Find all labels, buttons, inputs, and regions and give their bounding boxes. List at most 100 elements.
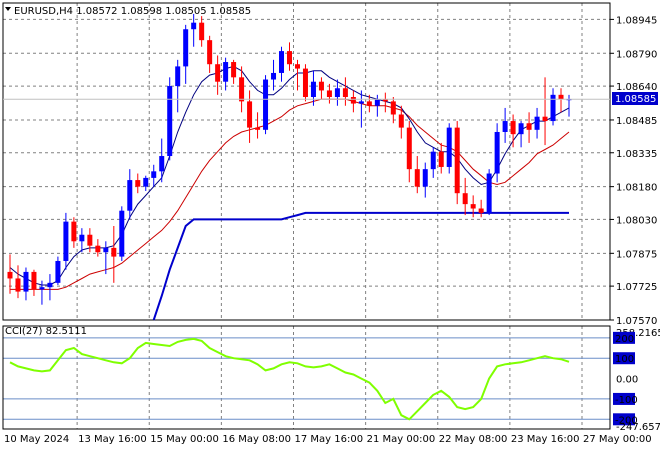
cci-level-badge [613, 352, 635, 365]
time-tick-label: 27 May 00:00 [583, 434, 652, 445]
candle-body [135, 180, 141, 187]
cci-level-badge [613, 392, 635, 405]
price-tick-label: 1.07875 [616, 249, 657, 260]
candle-body [502, 121, 508, 132]
time-tick-label: 22 May 08:00 [439, 434, 508, 445]
candle-body [215, 64, 221, 82]
time-tick-label: 13 May 16:00 [78, 434, 147, 445]
symbol-info: EURUSD,H4 1.08572 1.08598 1.08505 1.0858… [14, 6, 251, 17]
grid [2, 3, 610, 429]
time-tick-label: 16 May 08:00 [222, 434, 291, 445]
candle-body [358, 101, 364, 104]
cci-tick-label: 200 [615, 334, 634, 345]
support-line [152, 211, 569, 321]
price-tick-label: 1.08485 [616, 116, 657, 127]
cci-series [9, 337, 570, 421]
cci-level-badge [613, 413, 635, 426]
price-tick-label: 1.08640 [616, 82, 657, 93]
candle-body [550, 94, 556, 122]
cci-tick-label: 0.00 [616, 375, 638, 386]
candle-body [71, 221, 77, 242]
candle-body [287, 51, 292, 65]
candle-body [486, 173, 492, 213]
cci-tick-label: -247.6574 [616, 422, 660, 433]
candle-body [183, 29, 189, 67]
time-tick-label: 17 May 16:00 [295, 434, 364, 445]
candle-body [534, 116, 540, 130]
candle-body [255, 127, 261, 130]
candle-body [175, 66, 181, 87]
price-tick-label: 1.07725 [616, 282, 657, 293]
cci-tick-label: -100 [615, 395, 638, 406]
time-tick-label: 21 May 00:00 [367, 434, 436, 445]
cci-tick-label: 100 [615, 354, 634, 365]
candle-body [63, 221, 69, 261]
candle-body [247, 101, 253, 128]
candle-body [398, 114, 404, 128]
candle-body [478, 208, 484, 213]
time-tick-label: 10 May 2024 [4, 434, 69, 445]
candle-body [390, 101, 396, 115]
cci-level-badge [613, 331, 635, 344]
cci-tick-label: 258.2165 [616, 328, 660, 339]
cci-label: CCI(27) 82.5111 [5, 326, 87, 337]
candle-body [446, 127, 452, 167]
candle-body [207, 40, 213, 65]
cci-tick-label: -200 [615, 415, 638, 426]
candle-body [159, 156, 165, 172]
candle-body [334, 88, 340, 98]
candle-body [310, 81, 316, 98]
candle-body [15, 278, 21, 292]
candle-body [39, 287, 45, 290]
candle-body [366, 101, 372, 106]
candle-body [526, 123, 532, 130]
cci-pane-frame [2, 325, 611, 430]
time-tick-label: 23 May 16:00 [511, 434, 580, 445]
candle-body [422, 169, 428, 187]
candle-body [510, 121, 516, 135]
candle-body [119, 210, 125, 257]
candle-body [374, 99, 380, 106]
candle-body [191, 22, 197, 30]
dropdown-triangle-icon[interactable] [5, 7, 11, 11]
candle-body [406, 127, 412, 170]
price-badge-bg [612, 92, 658, 105]
main-pane-frame [2, 2, 611, 321]
candle-body [199, 22, 205, 41]
candle-body [302, 68, 308, 98]
pane-frames [2, 2, 611, 430]
candle-body [271, 72, 277, 80]
candle-body [462, 193, 468, 205]
candle-body [79, 234, 85, 242]
candle-body [239, 77, 245, 102]
slow-ma-line [10, 98, 570, 290]
candle-body [414, 169, 420, 187]
candle-body [279, 51, 285, 73]
price-badge: 1.08585 [612, 92, 658, 105]
time-axis: 10 May 2024 13 May 16:00 15 May 00:00 16 Ma… [4, 434, 652, 445]
candle-body [23, 271, 29, 292]
price-badge-text: 1.08585 [615, 94, 656, 105]
candle-body [350, 97, 356, 104]
candle-body [263, 79, 269, 130]
candle-body [382, 99, 388, 102]
price-tick-label: 1.08335 [616, 149, 657, 160]
candle-body [103, 247, 109, 253]
candle-body [7, 271, 13, 279]
candle-body [111, 247, 117, 257]
candle-body [87, 234, 93, 246]
candle-body [127, 180, 133, 211]
candle-body [470, 204, 476, 209]
candle-body [318, 81, 324, 91]
price-tick-label: 1.08030 [616, 215, 657, 226]
candle-body [294, 64, 300, 69]
price-tick-label: 1.08945 [616, 15, 657, 26]
candle-body [326, 90, 332, 98]
cci-line [9, 337, 570, 421]
price-tick-label: 1.08790 [616, 49, 657, 60]
candle-body [47, 282, 53, 288]
price-series [3, 13, 610, 321]
fast-ma-line [9, 65, 570, 286]
